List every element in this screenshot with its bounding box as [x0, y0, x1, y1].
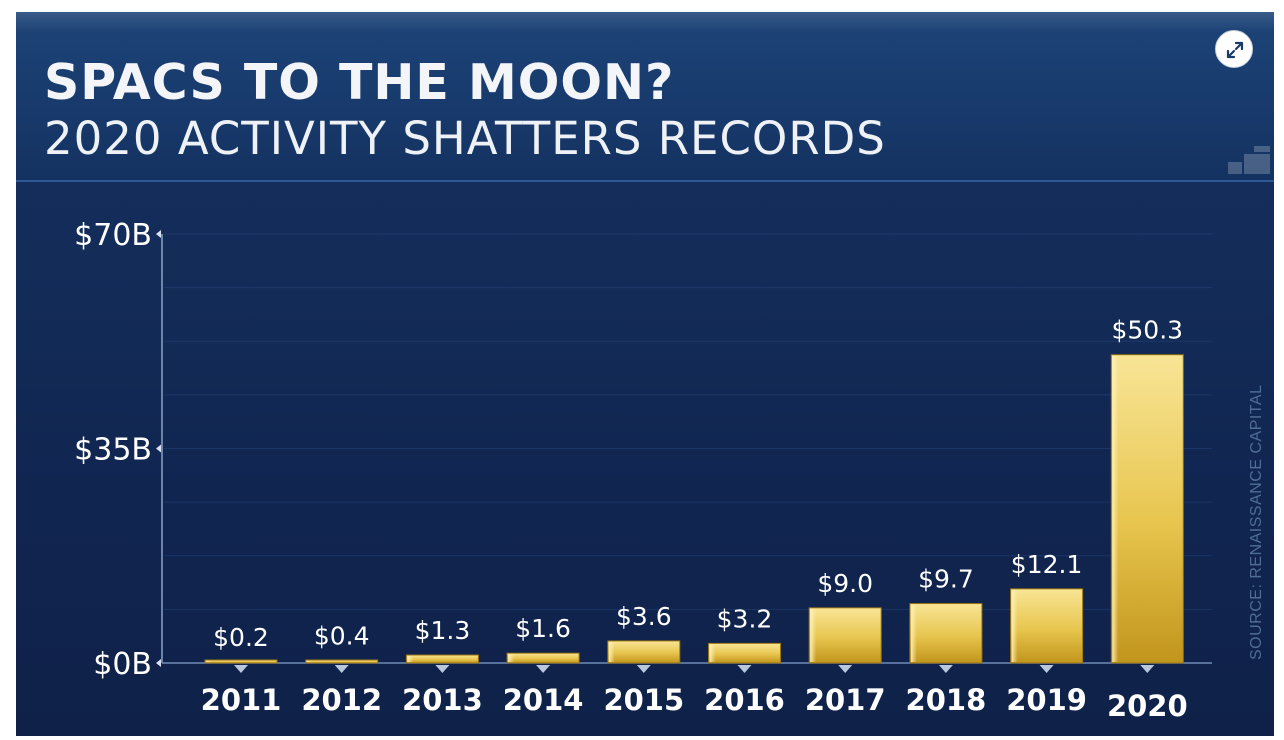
bar-highlight	[810, 608, 817, 662]
bar-highlight	[709, 644, 716, 662]
x-tick-label: 2019	[1006, 683, 1087, 717]
y-tick-label: $35B	[74, 433, 152, 468]
bar-2011	[204, 659, 278, 664]
bar-highlight	[508, 654, 515, 662]
bar-highlight	[1011, 589, 1018, 662]
x-tick-mark	[1039, 665, 1054, 673]
y-tick-label: $70B	[74, 218, 152, 253]
bar-2020	[1110, 354, 1184, 664]
value-label: $12.1	[1011, 550, 1083, 579]
bar-2018	[909, 603, 983, 664]
bar-highlight	[206, 661, 212, 662]
value-label: $0.4	[314, 622, 370, 651]
x-tick-label: 2017	[805, 683, 886, 717]
chart-title: SPACS TO THE MOON?	[44, 54, 675, 111]
y-tick-mark	[156, 230, 161, 238]
value-label: $3.6	[616, 602, 672, 631]
x-tick-mark	[234, 665, 248, 673]
x-tick-label: 2020	[1107, 689, 1188, 723]
y-tick-mark	[156, 444, 161, 453]
value-label: $9.7	[918, 565, 974, 594]
bar-highlight	[306, 661, 313, 662]
value-label: $3.2	[717, 604, 773, 633]
x-tick-mark	[737, 665, 752, 673]
value-label: $50.3	[1112, 316, 1184, 345]
bar-2019	[1010, 588, 1084, 664]
header-shine	[16, 12, 1274, 32]
bar-2017	[808, 607, 882, 664]
x-tick-mark	[435, 665, 450, 673]
value-label: $1.6	[515, 614, 571, 643]
source-note: SOURCE: RENAISSANCE CAPITAL	[1248, 384, 1265, 660]
x-tick-label: 2012	[301, 683, 382, 717]
bars	[204, 354, 1184, 673]
x-tick-mark	[1140, 665, 1155, 673]
chart-frame: SPACS TO THE MOON? 2020 ACTIVITY SHATTER…	[16, 12, 1274, 736]
chart-header: SPACS TO THE MOON? 2020 ACTIVITY SHATTER…	[16, 12, 1274, 182]
bar-2015	[607, 640, 681, 664]
x-tick-label: 2016	[704, 683, 785, 717]
x-tick-label: 2015	[603, 683, 684, 717]
expand-button[interactable]	[1215, 30, 1253, 68]
x-tick-label: 2011	[201, 683, 282, 717]
x-tick-label: 2013	[402, 683, 483, 717]
y-tick-label: $0B	[93, 647, 152, 682]
x-tick-mark	[838, 665, 853, 673]
bar-2013	[405, 654, 479, 664]
x-tick-label: 2018	[906, 683, 987, 717]
bar-highlight	[910, 604, 917, 662]
bar-highlight	[608, 641, 615, 662]
bar-2016	[708, 642, 781, 664]
bar-chart: $0B $35B $70B $0.2 2011 $0.4 2012 $1.3 2013 $1.6…	[74, 218, 1212, 723]
bar-highlight	[407, 656, 414, 662]
corner-decoration	[1224, 146, 1272, 176]
labels: $0.2 2011 $0.4 2012 $1.3 2013 $1.6 2014 $3.6 2015…	[201, 316, 1188, 723]
value-label: $1.3	[415, 616, 471, 645]
x-tick-mark	[636, 665, 651, 673]
chart-subtitle: 2020 ACTIVITY SHATTERS RECORDS	[44, 112, 886, 165]
bar-highlight	[1112, 355, 1119, 662]
grid-lines	[164, 233, 1212, 610]
value-label: $9.0	[817, 569, 873, 598]
x-tick-mark	[536, 665, 551, 673]
x-tick-mark	[938, 665, 953, 673]
value-label: $0.2	[213, 623, 269, 652]
bar-2012	[305, 659, 379, 664]
y-tick-mark	[156, 659, 161, 667]
expand-icon	[1226, 41, 1244, 59]
x-tick-label: 2014	[503, 683, 584, 717]
bar-2014	[506, 652, 580, 664]
x-tick-mark	[334, 665, 349, 673]
